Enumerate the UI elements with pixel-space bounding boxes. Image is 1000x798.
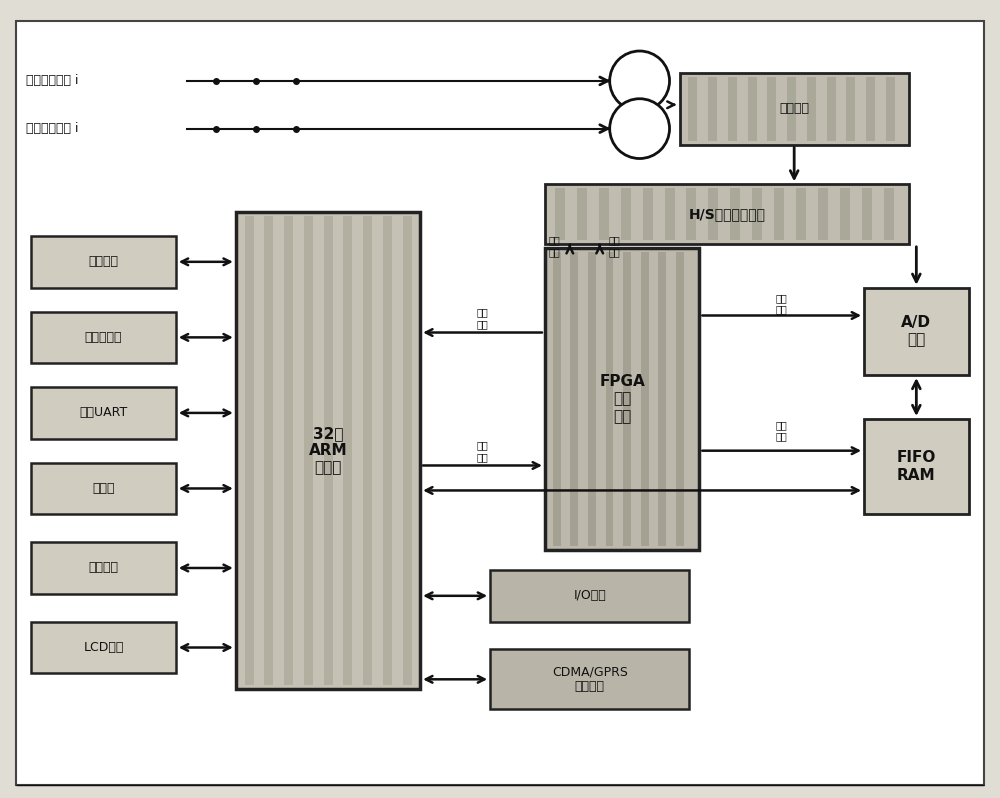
- Text: 存储电路: 存储电路: [89, 562, 119, 575]
- Bar: [606, 252, 613, 546]
- Bar: [884, 188, 894, 240]
- Text: I/O输入: I/O输入: [573, 589, 606, 602]
- Bar: [818, 188, 828, 240]
- Text: 控制
信号: 控制 信号: [477, 440, 488, 462]
- Bar: [767, 77, 776, 140]
- Text: 中断
信号: 中断 信号: [477, 307, 488, 329]
- Text: 32位
ARM
处理器: 32位 ARM 处理器: [309, 426, 347, 476]
- Bar: [343, 216, 352, 685]
- Bar: [752, 188, 762, 240]
- Text: 采样
信号: 采样 信号: [549, 235, 561, 257]
- Bar: [886, 77, 895, 140]
- Bar: [31, 387, 176, 439]
- Bar: [545, 248, 699, 550]
- Bar: [324, 216, 333, 685]
- Text: FIFO
RAM: FIFO RAM: [897, 450, 936, 483]
- Text: 声音采集信号 i: 声音采集信号 i: [26, 74, 79, 88]
- Bar: [728, 77, 737, 140]
- Bar: [31, 236, 176, 287]
- Text: 以太网: 以太网: [92, 482, 115, 495]
- Bar: [284, 216, 293, 685]
- Text: 累积
信号: 累积 信号: [609, 235, 621, 257]
- Bar: [827, 77, 836, 140]
- Text: 多路UART: 多路UART: [79, 406, 128, 420]
- Bar: [680, 73, 909, 144]
- Bar: [570, 252, 578, 546]
- Bar: [864, 287, 969, 375]
- Bar: [588, 252, 596, 546]
- Bar: [555, 188, 565, 240]
- Bar: [866, 77, 875, 140]
- Bar: [787, 77, 796, 140]
- Bar: [623, 252, 631, 546]
- Bar: [676, 252, 684, 546]
- Text: 看门狗电路: 看门狗电路: [85, 331, 122, 344]
- Bar: [31, 311, 176, 363]
- Text: 电源电路: 电源电路: [89, 255, 119, 268]
- Bar: [553, 252, 561, 546]
- Bar: [708, 188, 718, 240]
- Bar: [490, 650, 689, 709]
- Bar: [490, 570, 689, 622]
- Bar: [641, 252, 649, 546]
- Bar: [748, 77, 757, 140]
- Bar: [862, 188, 872, 240]
- Bar: [708, 77, 717, 140]
- Bar: [403, 216, 412, 685]
- Bar: [599, 188, 609, 240]
- Bar: [621, 188, 631, 240]
- Text: 信号调理: 信号调理: [779, 102, 809, 115]
- Text: 振动采集信号 i: 振动采集信号 i: [26, 122, 79, 135]
- Bar: [304, 216, 313, 685]
- Text: 控制
信号: 控制 信号: [776, 420, 788, 441]
- Bar: [31, 622, 176, 674]
- Bar: [245, 216, 254, 685]
- Bar: [846, 77, 855, 140]
- Bar: [545, 184, 909, 244]
- Text: LCD显示: LCD显示: [83, 641, 124, 654]
- Bar: [807, 77, 816, 140]
- Bar: [774, 188, 784, 240]
- Ellipse shape: [610, 99, 670, 159]
- Bar: [796, 188, 806, 240]
- Text: FPGA
逻辑
电路: FPGA 逻辑 电路: [599, 374, 645, 424]
- Bar: [840, 188, 850, 240]
- Bar: [665, 188, 675, 240]
- Text: CDMA/GPRS
无线网络: CDMA/GPRS 无线网络: [552, 666, 628, 693]
- Bar: [577, 188, 587, 240]
- Bar: [31, 542, 176, 594]
- Bar: [730, 188, 740, 240]
- Bar: [383, 216, 392, 685]
- Bar: [236, 212, 420, 689]
- Text: H/S采样保持电路: H/S采样保持电路: [688, 207, 765, 221]
- Bar: [31, 463, 176, 514]
- Ellipse shape: [610, 51, 670, 111]
- Text: A/D
转换: A/D 转换: [901, 315, 931, 348]
- Bar: [658, 252, 666, 546]
- Bar: [264, 216, 273, 685]
- Bar: [643, 188, 653, 240]
- Bar: [688, 77, 697, 140]
- Text: 控制
信号: 控制 信号: [776, 293, 788, 314]
- Bar: [363, 216, 372, 685]
- Bar: [686, 188, 696, 240]
- Bar: [864, 419, 969, 514]
